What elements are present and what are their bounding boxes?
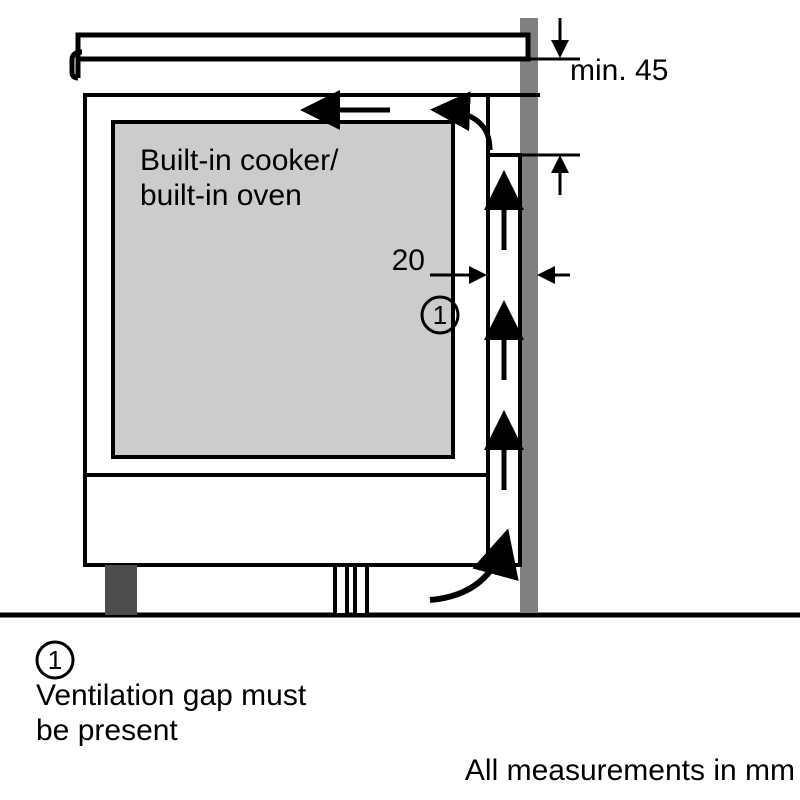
footnote-line2: be present <box>36 714 178 747</box>
wall <box>520 18 538 613</box>
footnote-line1: Ventilation gap must <box>36 679 307 712</box>
ref-marker-1-text: 1 <box>433 300 447 330</box>
oven-label-line2: built-in oven <box>140 179 302 212</box>
drawer <box>85 475 488 565</box>
footnote-marker-text: 1 <box>48 645 62 675</box>
cooktop <box>78 35 528 59</box>
gap20-label: 20 <box>392 244 425 277</box>
leg-right-b <box>355 565 367 615</box>
leg-right-a <box>335 565 347 615</box>
min45-label: min. 45 <box>570 54 668 87</box>
oven-label-line1: Built-in cooker/ <box>140 144 339 177</box>
installation-diagram: Built-in cooker/ built-in oven min. 45 2… <box>0 0 800 800</box>
leg-left <box>105 565 137 615</box>
units-label: All measurements in mm <box>465 754 795 787</box>
